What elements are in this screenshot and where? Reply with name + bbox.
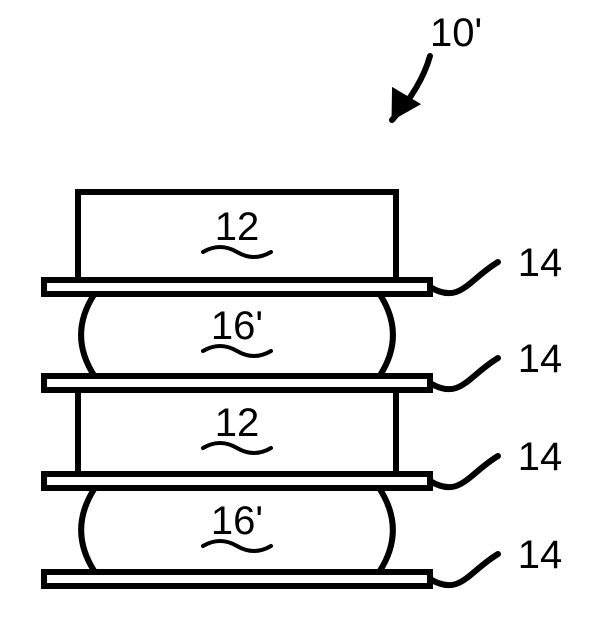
block-label: 12 bbox=[215, 205, 260, 249]
plate-label: 14 bbox=[518, 533, 563, 577]
block-label: 16' bbox=[211, 499, 263, 543]
block-label: 16' bbox=[211, 304, 263, 348]
plate-label: 14 bbox=[518, 241, 563, 285]
plate-label: 14 bbox=[518, 337, 563, 381]
assembly-label: 10' bbox=[430, 11, 482, 55]
plate-label: 14 bbox=[518, 435, 563, 479]
block-label: 12 bbox=[215, 401, 260, 445]
diagram-canvas: 14 14 14 14 12 16' 12 16' 10' bbox=[0, 0, 608, 626]
